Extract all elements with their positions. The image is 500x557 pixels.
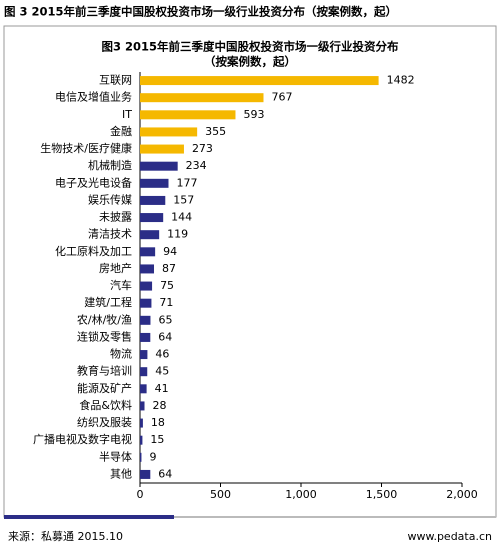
bar bbox=[140, 281, 153, 291]
y-tick-label: 互联网 bbox=[99, 74, 132, 87]
value-label: 355 bbox=[205, 125, 226, 138]
y-tick-label: 机械制造 bbox=[88, 158, 132, 172]
y-tick-label: 生物技术/医疗健康 bbox=[40, 141, 132, 155]
y-tick-label: 化工原料及加工 bbox=[55, 244, 132, 258]
value-label: 273 bbox=[192, 142, 213, 155]
bar bbox=[140, 298, 152, 308]
value-label: 144 bbox=[171, 211, 192, 224]
chart-subtitle: （按案例数，起） bbox=[204, 55, 296, 69]
bar bbox=[140, 230, 160, 240]
value-label: 46 bbox=[155, 348, 169, 361]
value-label: 87 bbox=[162, 262, 176, 275]
y-tick-label: 汽车 bbox=[110, 278, 132, 292]
value-label: 767 bbox=[271, 91, 292, 104]
bar bbox=[140, 144, 184, 154]
x-tick-label: 1,000 bbox=[285, 488, 317, 501]
bar bbox=[140, 195, 166, 205]
value-label: 593 bbox=[243, 108, 264, 121]
value-label: 75 bbox=[160, 279, 174, 292]
y-tick-label: 建筑/工程 bbox=[84, 295, 132, 309]
x-tick-label: 500 bbox=[210, 488, 231, 501]
bar bbox=[140, 350, 148, 360]
x-tick-label: 1,500 bbox=[366, 488, 398, 501]
bar bbox=[140, 93, 264, 103]
value-label: 9 bbox=[149, 450, 156, 463]
y-tick-label: 农/林/牧/渔 bbox=[77, 312, 132, 326]
value-label: 157 bbox=[173, 193, 194, 206]
bar bbox=[140, 315, 151, 325]
value-label: 177 bbox=[176, 176, 197, 189]
y-tick-label: 纺织及服装 bbox=[77, 415, 132, 429]
y-tick-label: 其他 bbox=[110, 467, 132, 480]
bar bbox=[140, 247, 156, 257]
bar bbox=[140, 384, 147, 394]
bar bbox=[140, 161, 178, 171]
value-label: 41 bbox=[155, 382, 169, 395]
value-label: 28 bbox=[153, 399, 167, 412]
value-label: 119 bbox=[167, 228, 188, 241]
value-label: 45 bbox=[155, 365, 169, 378]
value-label: 1482 bbox=[387, 74, 415, 87]
y-tick-label: 未披露 bbox=[99, 210, 132, 224]
value-label: 234 bbox=[186, 159, 207, 172]
x-tick-label: 2,000 bbox=[446, 488, 478, 501]
y-tick-label: 教育与培训 bbox=[77, 364, 132, 378]
y-tick-label: 电子及光电设备 bbox=[55, 175, 132, 189]
value-label: 65 bbox=[158, 313, 172, 326]
bar bbox=[140, 110, 236, 120]
bar bbox=[140, 452, 142, 462]
x-tick-label: 0 bbox=[137, 488, 144, 501]
bar bbox=[140, 418, 143, 428]
bar bbox=[140, 435, 143, 445]
bar bbox=[140, 127, 198, 137]
bar bbox=[140, 469, 151, 479]
bar bbox=[140, 332, 151, 342]
value-label: 15 bbox=[150, 433, 164, 446]
y-tick-label: 能源及矿产 bbox=[77, 381, 132, 395]
footer-url: www.pedata.cn bbox=[407, 530, 492, 543]
chart-title: 图3 2015年前三季度中国股权投资市场一级行业投资分布 bbox=[101, 40, 399, 54]
y-tick-label: 金融 bbox=[110, 124, 132, 138]
footer-bar bbox=[4, 515, 174, 519]
y-tick-label: 电信及增值业务 bbox=[55, 90, 132, 104]
value-label: 64 bbox=[158, 330, 172, 343]
y-tick-label: 房地产 bbox=[99, 261, 132, 275]
y-tick-label: 娱乐传媒 bbox=[88, 192, 132, 206]
y-tick-label: 物流 bbox=[110, 347, 132, 361]
y-tick-label: IT bbox=[122, 108, 132, 121]
y-tick-label: 清洁技术 bbox=[88, 228, 132, 241]
bar bbox=[140, 367, 148, 377]
bar bbox=[140, 178, 169, 188]
y-tick-label: 广播电视及数字电视 bbox=[33, 432, 132, 446]
bar bbox=[140, 401, 145, 411]
y-tick-label: 食品&饮料 bbox=[79, 398, 132, 412]
footer-rule bbox=[174, 516, 496, 518]
y-tick-label: 半导体 bbox=[99, 449, 132, 463]
footer-source: 来源：私募通 2015.10 bbox=[8, 529, 123, 543]
y-tick-label: 连锁及零售 bbox=[77, 329, 132, 343]
page-header: 图 3 2015年前三季度中国股权投资市场一级行业投资分布（按案例数，起） bbox=[4, 5, 397, 19]
value-label: 64 bbox=[158, 467, 172, 480]
value-label: 18 bbox=[151, 416, 165, 429]
bar bbox=[140, 213, 164, 223]
bar bbox=[140, 76, 379, 86]
value-label: 94 bbox=[163, 245, 177, 258]
bar bbox=[140, 264, 155, 274]
value-label: 71 bbox=[159, 296, 173, 309]
